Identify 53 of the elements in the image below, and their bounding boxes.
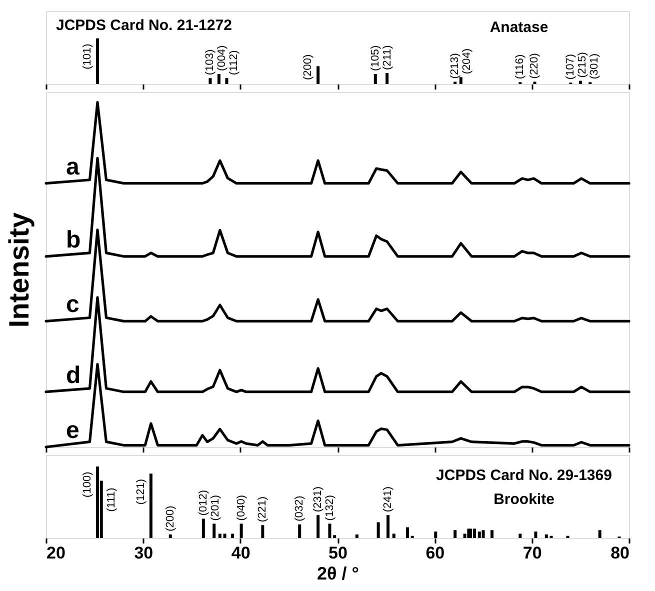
series-label: e [66,417,80,444]
y-axis-title: Intensity [4,212,34,328]
x-axis-title: 2θ / ° [317,564,359,584]
bar [96,38,99,84]
annotation: (211) [381,45,394,70]
x-tick-label: 40 [231,544,250,562]
bar [459,77,462,84]
x-tick-label: 80 [610,544,630,562]
bar [225,78,228,84]
bar [578,80,582,84]
annotation: (231) [312,486,324,512]
annotation: (213) [449,53,462,79]
annotation: (204) [461,48,474,74]
annotation: (220) [528,53,541,79]
annotation: (201) [209,495,222,521]
series-label: c [66,291,80,318]
annotation: Brookite [494,491,554,508]
annotation: (107) [564,54,577,80]
annotation: (032) [294,496,306,522]
annotation: (215) [576,52,589,78]
series-label: d [66,362,81,389]
annotation: (100) [82,472,94,498]
annotation: (105) [369,45,382,71]
annotation: (241) [382,486,394,512]
annotation: JCPDS Card No. 29-1369 [436,467,612,484]
x-tick-label: 50 [328,544,348,562]
annotation: (221) [256,496,269,522]
text: Anatase [490,19,548,36]
bar [316,66,320,84]
annotation: (200) [164,506,176,532]
annotation: (301) [588,53,601,80]
bar [217,74,220,84]
annotation: (121) [134,478,147,505]
annotation: (040) [235,495,248,521]
annotation: (200) [302,54,314,80]
bar [208,78,212,84]
bar [386,73,389,84]
x-tick-label: 70 [522,544,542,562]
x-tick-label: 30 [134,544,154,562]
annotation: (132) [324,495,336,521]
series-label: a [66,153,80,180]
annotation: (004) [216,45,228,71]
annotation: (112) [228,50,240,76]
annotation: (111) [105,488,118,512]
x-tick-label: 20 [46,544,66,562]
x-tick-label: 60 [426,544,445,562]
bar [374,74,377,84]
annotation: (116) [514,54,526,80]
annotation: (101) [82,44,94,70]
annotation: (012) [197,490,210,516]
text: JCPDS Card No. 21-1272 [56,17,232,34]
annotation: (103) [204,49,216,76]
series-label: b [66,226,81,254]
